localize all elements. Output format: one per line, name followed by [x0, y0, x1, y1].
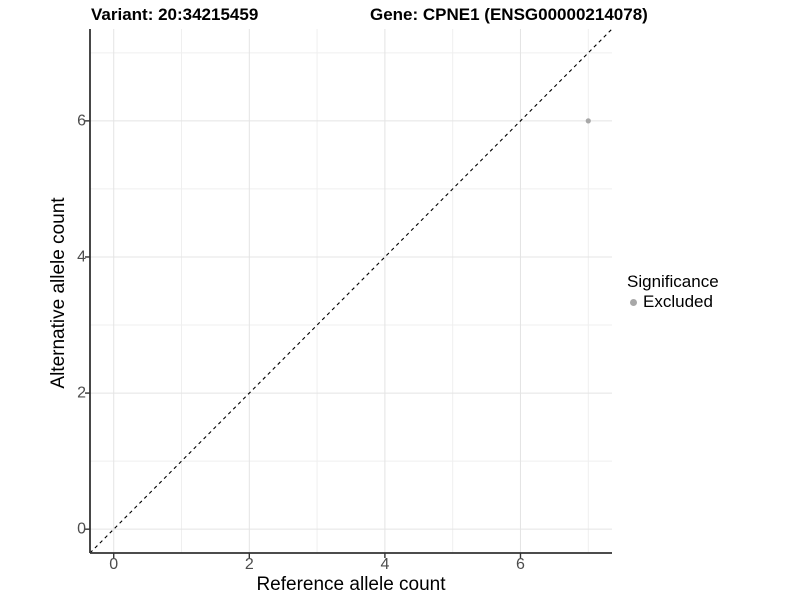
y-tick-label: 6	[77, 112, 86, 130]
excluded-point-icon	[630, 298, 637, 306]
legend-title: Significance	[627, 272, 719, 291]
data-point	[585, 118, 591, 124]
x-tick-label: 4	[380, 556, 390, 573]
x-tick-label: 6	[516, 556, 525, 573]
legend: Significance Excluded	[627, 272, 719, 312]
y-tick-label: 0	[77, 520, 86, 538]
identity-line	[89, 28, 613, 554]
x-axis-title: Reference allele count	[256, 574, 446, 595]
legend-item-excluded: Excluded	[627, 292, 719, 312]
gene-title: Gene: CPNE1 (ENSG00000214078)	[370, 5, 648, 24]
x-tick-label: 2	[244, 556, 254, 573]
y-tick-label: 2	[77, 384, 86, 402]
variant-title: Variant: 20:34215459	[91, 5, 259, 24]
y-tick-label: 4	[77, 248, 86, 266]
legend-item-label: Excluded	[643, 292, 713, 311]
x-tick-label: 0	[109, 556, 119, 573]
